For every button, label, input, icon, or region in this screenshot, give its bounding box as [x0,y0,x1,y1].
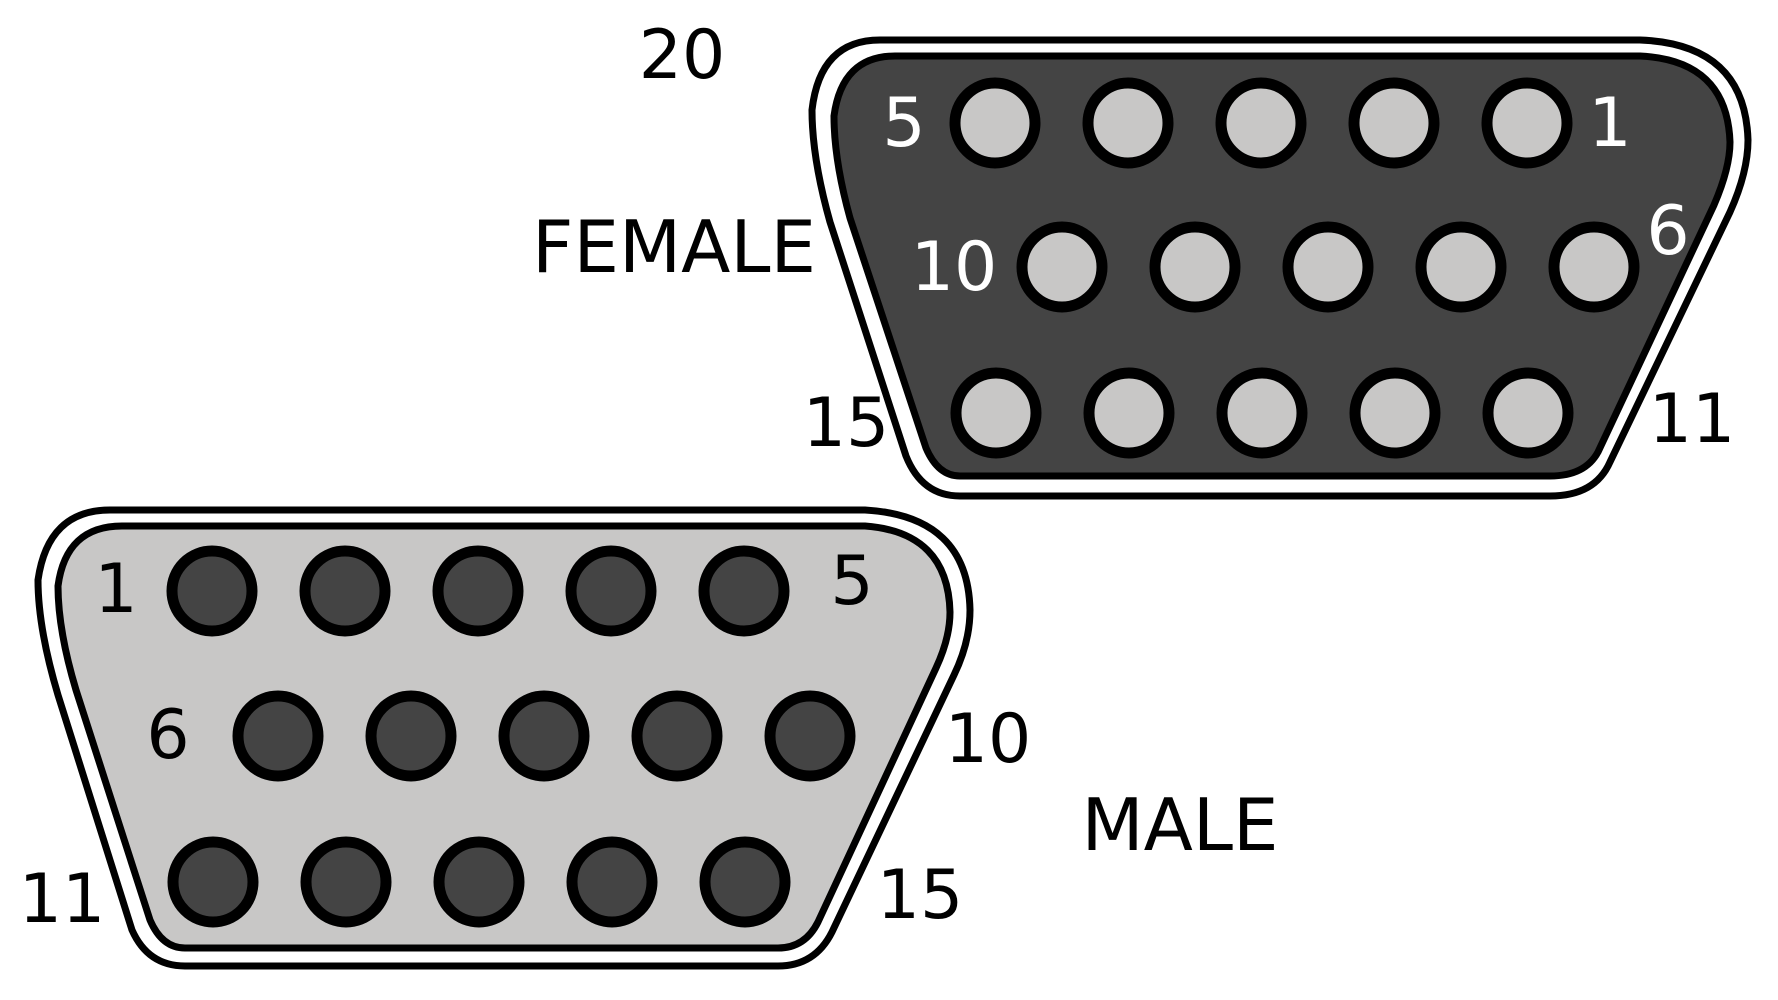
female-pin-row2-2 [1149,221,1241,313]
male-pin-row3-2 [300,836,392,928]
male-connector: MALE 1 5 6 10 11 15 [19,506,1279,970]
male-pin-row1-5 [698,545,790,637]
female-pin-row2-5 [1548,221,1640,313]
female-pin-row2-1 [1016,221,1108,313]
female-pin-row3-2 [1083,367,1175,459]
male-pin-row1-1 [166,545,258,637]
female-row3-right-label: 11 [1649,380,1736,459]
male-pin-row1-3 [432,545,524,637]
female-row2-left-label: 10 [911,228,998,307]
male-pin-row3-3 [433,836,525,928]
male-pin-row3-5 [699,836,791,928]
female-row1-left-label: 5 [882,84,925,163]
female-pin-row3-4 [1349,367,1441,459]
female-row1-right-label: 1 [1588,84,1631,163]
male-pin-row1-4 [565,545,657,637]
male-row1-left-label: 1 [94,550,137,629]
female-connector: FEMALE 5 1 10 6 15 11 [532,36,1752,500]
female-pin-row3-1 [950,367,1042,459]
male-pin-row2-4 [631,690,723,782]
male-pin-row2-1 [232,690,324,782]
female-row2-right-label: 6 [1646,192,1689,271]
male-row2-right-label: 10 [945,700,1032,779]
male-pin-row3-1 [167,836,259,928]
male-pin-row1-2 [299,545,391,637]
female-row3-left-label: 15 [803,384,890,463]
female-pin-row1-4 [1348,77,1440,169]
male-pin-row2-3 [498,690,590,782]
female-pin-row1-2 [1082,77,1174,169]
male-pin-array [166,545,856,928]
male-pin-row2-2 [365,690,457,782]
female-pin-row2-3 [1282,221,1374,313]
female-pin-row3-3 [1216,367,1308,459]
male-pin-row2-5 [764,690,856,782]
female-pin-array [949,77,1640,459]
female-pin-row1-3 [1215,77,1307,169]
male-row1-right-label: 5 [830,542,873,621]
female-pin-row1-1 [949,77,1041,169]
male-pin-row3-4 [566,836,658,928]
male-row3-right-label: 15 [877,856,964,935]
male-row2-left-label: 6 [146,696,189,775]
female-pin-row1-5 [1481,77,1573,169]
figure-number-label: 20 [639,16,726,95]
male-row3-left-label: 11 [19,860,106,939]
female-pin-row2-4 [1415,221,1507,313]
male-title: MALE [1082,783,1279,867]
female-pin-row3-5 [1482,367,1574,459]
female-title: FEMALE [532,205,816,289]
